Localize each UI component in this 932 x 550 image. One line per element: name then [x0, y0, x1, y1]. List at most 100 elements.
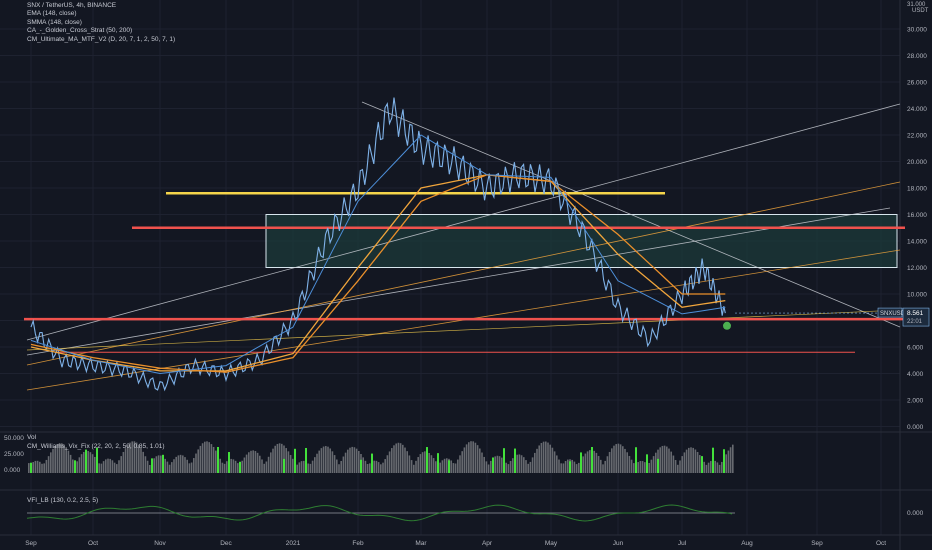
trendline[interactable] [26, 207, 891, 356]
volume-bar [83, 452, 85, 473]
volume-bar [439, 462, 441, 473]
series-ma_blue [30, 134, 726, 375]
price-tag[interactable] [902, 307, 930, 327]
volume-bar [512, 458, 514, 473]
volume-bar [292, 458, 294, 473]
volume-bar [457, 459, 459, 473]
volume-bar [721, 461, 723, 473]
volume-bar [325, 446, 327, 473]
volume-bar [520, 455, 523, 473]
symbol-tag[interactable] [877, 307, 903, 318]
volume-bar [602, 464, 604, 473]
volume-bar [89, 452, 92, 473]
volume-bar [116, 464, 118, 473]
volume-bar [166, 461, 169, 473]
volume-bar [267, 456, 270, 473]
volume-bar [468, 442, 470, 473]
vix-fix-bar [74, 460, 76, 473]
time-tick-label: 2021 [286, 540, 301, 547]
volume-bar [547, 442, 549, 473]
volume-bar [428, 452, 430, 473]
horizontal-levels[interactable] [24, 192, 905, 353]
volume-bar [133, 441, 136, 473]
volume-bar [545, 441, 547, 473]
volume-bar [655, 452, 657, 473]
time-tick-label: May [545, 540, 558, 547]
volume-bar [604, 460, 606, 473]
volume-bar [58, 443, 61, 473]
volume-bar [52, 448, 54, 473]
trendline[interactable] [361, 101, 901, 328]
volume-bar [681, 456, 683, 473]
chart-legend: SNX / TetherUS, 4h, BINANCE EMA (148, cl… [27, 2, 175, 44]
volume-bar [168, 464, 171, 473]
vix-fix-label[interactable]: CM_Williams_Vix_Fix (22, 20, 2, 50, 0.85… [27, 443, 165, 450]
volume-bar [556, 455, 558, 473]
volume-bar [663, 445, 666, 473]
trendline[interactable] [26, 181, 901, 366]
volume-bar [732, 444, 734, 473]
volume-bar [562, 463, 565, 473]
indicator-golden-cross[interactable]: CA_-_Golden_Cross_Strat (50, 200) [27, 27, 133, 35]
volume-bar [252, 450, 254, 473]
volume-bar [69, 454, 72, 473]
volume-bar [644, 462, 646, 473]
volume-bar [688, 447, 690, 473]
countdown-label: 22:01 [907, 319, 923, 325]
volume-bar [637, 462, 639, 473]
volume-bar [281, 443, 283, 473]
indicator-smma[interactable]: SMMA (148, close) [27, 18, 82, 26]
volume-bar [63, 444, 65, 473]
trendline[interactable] [26, 309, 901, 351]
volume-bar [120, 456, 122, 473]
volume-bar [153, 458, 155, 473]
volume-bar [650, 459, 653, 473]
volume-bar [278, 443, 281, 473]
volume-bar [674, 460, 677, 473]
volume-bar [611, 448, 613, 473]
volume-bar [287, 451, 290, 473]
volume-bar [289, 455, 292, 473]
volume-bar [668, 448, 670, 473]
volume-bar [479, 448, 481, 473]
volume-bar [138, 444, 140, 473]
volume-bar [309, 463, 312, 473]
volume-bar [322, 446, 325, 473]
trendline[interactable] [26, 103, 901, 341]
volume-bar [111, 460, 114, 473]
volume-bar [597, 455, 600, 473]
volume-bar [45, 459, 48, 473]
volume-bar [250, 450, 252, 473]
volume-bar [155, 456, 158, 473]
volume-label[interactable]: Vol [27, 434, 37, 441]
volume-bar [677, 464, 679, 473]
vix-fix-bar [360, 459, 362, 473]
volume-bar [173, 459, 175, 473]
volume-bar [600, 459, 602, 473]
volume-bar [109, 458, 111, 473]
currency-label: USDT [912, 8, 929, 14]
volume-bar [509, 460, 512, 473]
volume-bar [362, 457, 364, 473]
volume-bar [261, 459, 263, 473]
volume-bar [102, 461, 105, 473]
volume-bar [630, 459, 633, 473]
price-tick-label: 18.000 [907, 186, 927, 193]
vfi-label[interactable]: VFI_LB (130, 0.2, 2.5, 5) [27, 497, 99, 504]
symbol-title[interactable]: SNX / TetherUS, 4h, BINANCE [27, 2, 117, 9]
volume-bar [606, 456, 609, 473]
indicator-cm-ultimate[interactable]: CM_Ultimate_MA_MTF_V2 (D, 20, 7, 1, 2, 5… [27, 35, 176, 43]
volume-bars [28, 441, 734, 473]
indicator-ema[interactable]: EMA (148, close) [27, 10, 77, 18]
volume-bar [320, 448, 323, 473]
volume-bar [393, 445, 395, 473]
volume-bar [498, 456, 501, 473]
volume-bar [661, 445, 664, 473]
volume-bar [415, 460, 417, 473]
price-tick-label: 12.000 [907, 265, 927, 272]
volume-bar [666, 446, 668, 473]
volume-bar [386, 455, 389, 473]
volume-bar [230, 458, 232, 473]
vix-fix-bar [85, 449, 87, 473]
